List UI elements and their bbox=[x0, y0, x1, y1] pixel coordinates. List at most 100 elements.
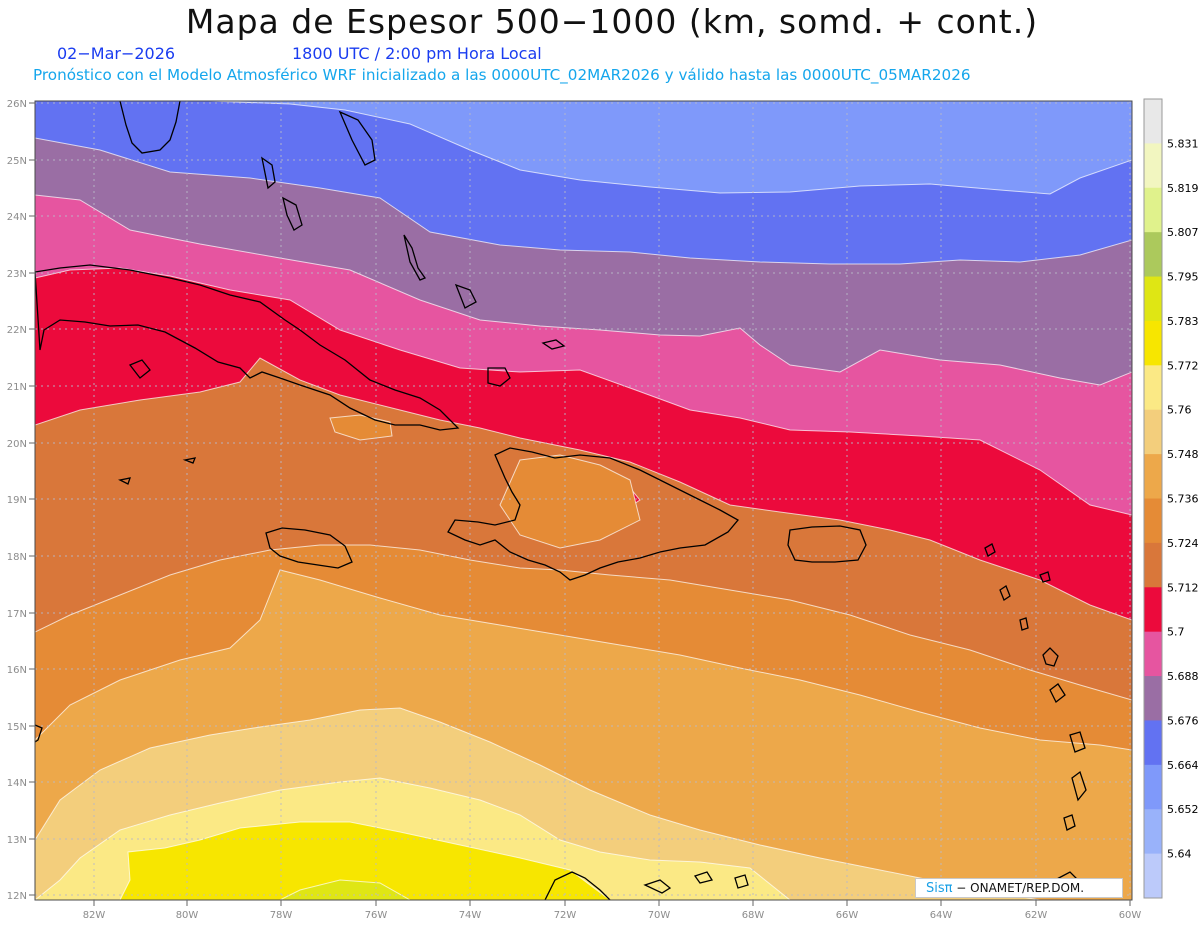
thickness-fill bbox=[35, 101, 1132, 900]
colorbar-frame bbox=[1143, 98, 1163, 899]
colorbar-label: 5.819 bbox=[1167, 182, 1199, 195]
lat-label: 13N bbox=[7, 835, 27, 846]
colorbar-label: 5.76 bbox=[1167, 404, 1192, 417]
aruba bbox=[693, 871, 714, 884]
lon-label: 60W bbox=[1119, 910, 1142, 921]
colorbar-swatch bbox=[1144, 409, 1162, 455]
venezuela-coast bbox=[544, 871, 611, 900]
colorbar-swatch bbox=[1144, 587, 1162, 633]
colorbar-swatch bbox=[1144, 498, 1162, 544]
lon-label: 74W bbox=[459, 910, 482, 921]
st-lucia bbox=[1071, 770, 1087, 802]
bahamas-4 bbox=[403, 234, 427, 281]
sispi-logo: Sisπ bbox=[926, 881, 953, 896]
colorbar-swatch bbox=[1144, 232, 1162, 278]
band-5772 bbox=[119, 821, 611, 900]
colorbar-label: 5.652 bbox=[1167, 803, 1199, 816]
bonaire bbox=[734, 874, 749, 889]
lat-labels: 26N 25N 24N 23N 22N 21N 20N 19N 18N 17N … bbox=[7, 99, 27, 902]
central-america-coast bbox=[35, 724, 43, 743]
plot-frame bbox=[34, 100, 1133, 901]
valid-date: 02−Mar−2026 bbox=[57, 44, 176, 63]
lat-label: 16N bbox=[7, 665, 27, 676]
guadeloupe bbox=[1042, 647, 1059, 667]
colorbar-label: 5.807 bbox=[1167, 226, 1199, 239]
map-title: Mapa de Espesor 500−1000 (km, somd. + co… bbox=[185, 2, 1039, 41]
lat-label: 21N bbox=[7, 382, 27, 393]
lat-label: 17N bbox=[7, 609, 27, 620]
lat-label: 18N bbox=[7, 552, 27, 563]
colorbar-label: 5.64 bbox=[1167, 848, 1192, 861]
lon-label: 64W bbox=[930, 910, 953, 921]
credit-box: Sisπ − ONAMET/REP.DOM. bbox=[915, 878, 1123, 898]
colorbar-swatch bbox=[1144, 720, 1162, 766]
lat-label: 22N bbox=[7, 325, 27, 336]
lat-ticks bbox=[29, 102, 35, 896]
pocket-5724 bbox=[499, 454, 641, 549]
lon-labels: 82W 80W 78W 76W 74W 72W 70W 68W 66W 64W … bbox=[83, 910, 1142, 921]
lat-label: 24N bbox=[7, 212, 27, 223]
colorbar-label: 5.772 bbox=[1167, 359, 1199, 372]
colorbar-label: 5.736 bbox=[1167, 493, 1199, 506]
colorbar-swatch bbox=[1144, 853, 1162, 899]
forecast-description: Pronóstico con el Modelo Atmosférico WRF… bbox=[33, 66, 971, 84]
colorbar-swatch bbox=[1144, 676, 1162, 721]
cayman bbox=[118, 457, 197, 485]
lon-label: 80W bbox=[176, 910, 199, 921]
florida-coast bbox=[119, 101, 181, 154]
lesser-antilles-n bbox=[984, 543, 1051, 631]
colorbar: 5.831 5.819 5.807 5.795 5.783 5.772 5.76 5.748 5… bbox=[1143, 98, 1199, 899]
lat-label: 15N bbox=[7, 722, 27, 733]
colorbar-swatch bbox=[1144, 320, 1162, 366]
inagua bbox=[487, 367, 511, 387]
colorbar-swatch bbox=[1144, 143, 1162, 189]
lon-label: 68W bbox=[742, 910, 765, 921]
pocket-5724-b bbox=[329, 414, 393, 441]
lat-label: 26N bbox=[7, 99, 27, 110]
bahamas-1 bbox=[261, 156, 276, 190]
lon-ticks bbox=[93, 900, 1131, 906]
colorbar-swatch bbox=[1144, 187, 1162, 233]
curacao bbox=[643, 879, 672, 894]
turks-caicos bbox=[541, 339, 566, 350]
valid-time: 1800 UTC / 2:00 pm Hora Local bbox=[292, 44, 542, 63]
isla-juventud bbox=[128, 359, 151, 379]
colorbar-label: 5.724 bbox=[1167, 537, 1199, 550]
colorbar-label: 5.7 bbox=[1167, 626, 1185, 639]
lat-label: 23N bbox=[7, 269, 27, 280]
colorbar-label: 5.795 bbox=[1167, 271, 1199, 284]
colorbar-label: 5.712 bbox=[1167, 581, 1199, 594]
lat-label: 12N bbox=[7, 891, 27, 902]
lat-label: 19N bbox=[7, 495, 27, 506]
puerto-rico-coast bbox=[787, 525, 867, 563]
cuba-coast bbox=[35, 264, 460, 431]
lon-label: 66W bbox=[836, 910, 859, 921]
lon-label: 78W bbox=[270, 910, 293, 921]
colorbar-label: 5.748 bbox=[1167, 448, 1199, 461]
lat-label: 14N bbox=[7, 778, 27, 789]
colorbar-swatch bbox=[1144, 454, 1162, 499]
colorbar-label: 5.676 bbox=[1167, 714, 1199, 727]
lon-label: 82W bbox=[83, 910, 106, 921]
bahamas-2 bbox=[282, 196, 303, 231]
colorbar-swatch bbox=[1144, 276, 1162, 322]
lon-label: 76W bbox=[365, 910, 388, 921]
dominica bbox=[1069, 731, 1086, 753]
colorbar-label: 5.783 bbox=[1167, 315, 1199, 328]
lon-label: 70W bbox=[648, 910, 671, 921]
bahamas-5 bbox=[454, 283, 477, 309]
martinique bbox=[1049, 683, 1066, 703]
colorbar-label: 5.664 bbox=[1167, 759, 1199, 772]
credit-org: − ONAMET/REP.DOM. bbox=[956, 881, 1085, 895]
colorbar-swatch bbox=[1144, 365, 1162, 411]
colorbar-swatch bbox=[1144, 631, 1162, 677]
colorbar-swatch bbox=[1144, 99, 1162, 144]
gridlines bbox=[35, 101, 1132, 900]
lat-label: 25N bbox=[7, 156, 27, 167]
colorbar-swatch bbox=[1144, 809, 1162, 855]
jamaica-coast bbox=[265, 527, 353, 569]
colorbar-label: 5.688 bbox=[1167, 670, 1199, 683]
bahamas-3 bbox=[338, 110, 376, 166]
lat-label: 20N bbox=[7, 439, 27, 450]
